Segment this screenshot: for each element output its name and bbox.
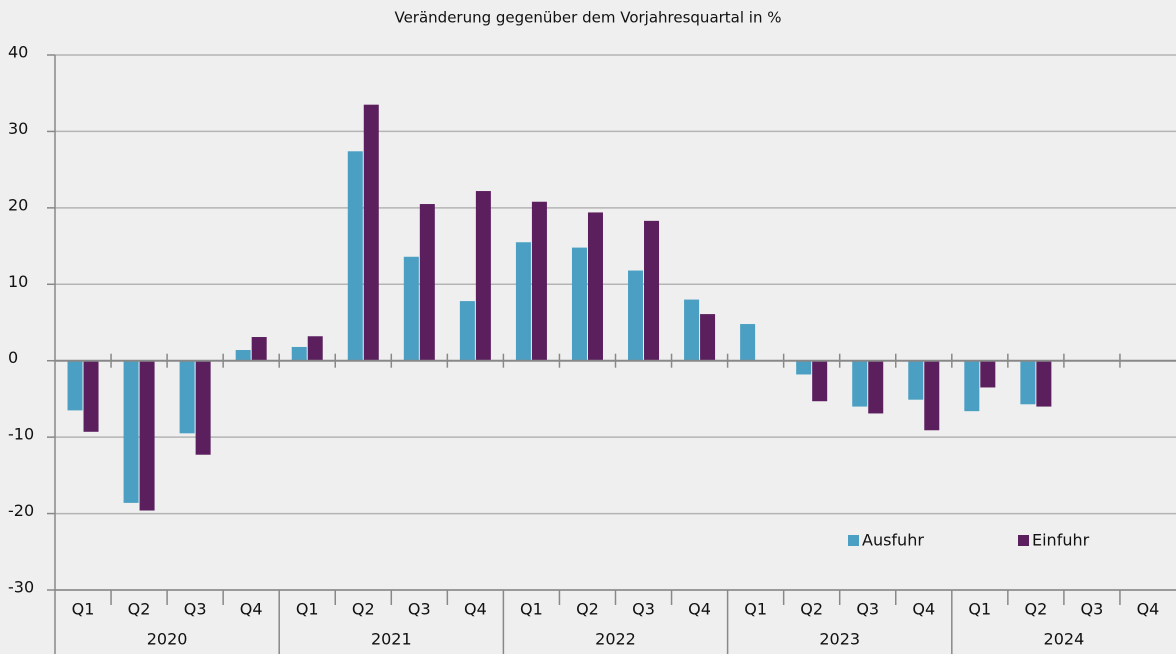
y-tick-label: 0 bbox=[8, 348, 18, 367]
bar bbox=[924, 360, 940, 431]
legend-label: Ausfuhr bbox=[862, 531, 924, 550]
x-tick-label: Q2 bbox=[352, 600, 375, 619]
bar bbox=[363, 104, 379, 361]
bar bbox=[796, 360, 812, 375]
bar bbox=[868, 360, 884, 414]
x-tick-label: Q4 bbox=[240, 600, 263, 619]
bar bbox=[628, 270, 644, 361]
bar bbox=[347, 151, 363, 361]
x-tick-label: Q2 bbox=[1024, 600, 1047, 619]
x-tick-label: Q4 bbox=[464, 600, 487, 619]
y-tick-label: 40 bbox=[8, 43, 28, 62]
bar bbox=[179, 360, 195, 434]
bar bbox=[139, 360, 155, 511]
x-tick-label: Q2 bbox=[128, 600, 151, 619]
y-tick-label: -20 bbox=[8, 501, 34, 520]
chart-title: Veränderung gegenüber dem Vorjahresquart… bbox=[394, 9, 781, 27]
bar bbox=[571, 247, 587, 361]
y-tick-label: 20 bbox=[8, 195, 28, 214]
bar bbox=[812, 360, 828, 402]
year-label: 2023 bbox=[819, 630, 860, 649]
year-label: 2022 bbox=[595, 630, 636, 649]
y-tick-label: 30 bbox=[8, 119, 28, 138]
legend-swatch bbox=[1018, 535, 1029, 546]
bar bbox=[700, 314, 716, 361]
y-tick-label: -30 bbox=[8, 578, 34, 597]
x-tick-label: Q3 bbox=[632, 600, 655, 619]
bar bbox=[235, 350, 251, 361]
bar bbox=[291, 346, 307, 361]
x-tick-label: Q1 bbox=[72, 600, 95, 619]
bar bbox=[587, 212, 603, 361]
x-tick-label: Q1 bbox=[968, 600, 991, 619]
bar bbox=[123, 360, 139, 503]
bar bbox=[1020, 360, 1036, 405]
bar bbox=[459, 301, 475, 361]
bar bbox=[980, 360, 996, 388]
legend-label: Einfuhr bbox=[1032, 531, 1090, 550]
x-tick-label: Q4 bbox=[1137, 600, 1160, 619]
x-tick-label: Q1 bbox=[520, 600, 543, 619]
bar bbox=[515, 242, 531, 361]
bar bbox=[403, 256, 419, 361]
bar bbox=[740, 324, 756, 361]
bar bbox=[908, 360, 924, 400]
legend-swatch bbox=[848, 535, 859, 546]
bar bbox=[852, 360, 868, 407]
x-tick-label: Q2 bbox=[576, 600, 599, 619]
x-tick-label: Q3 bbox=[856, 600, 879, 619]
y-tick-label: -10 bbox=[8, 425, 34, 444]
x-tick-label: Q3 bbox=[1081, 600, 1104, 619]
bar bbox=[67, 360, 83, 411]
x-tick-label: Q3 bbox=[408, 600, 431, 619]
bar bbox=[644, 220, 660, 361]
x-tick-label: Q4 bbox=[688, 600, 711, 619]
year-label: 2024 bbox=[1044, 630, 1085, 649]
x-tick-label: Q1 bbox=[744, 600, 767, 619]
x-tick-label: Q2 bbox=[800, 600, 823, 619]
year-label: 2020 bbox=[147, 630, 188, 649]
bar bbox=[964, 360, 980, 412]
bar bbox=[1036, 360, 1052, 407]
bar bbox=[531, 201, 547, 361]
bar bbox=[195, 360, 211, 455]
year-label: 2021 bbox=[371, 630, 412, 649]
bar bbox=[419, 204, 435, 361]
bar bbox=[475, 191, 491, 361]
x-tick-label: Q1 bbox=[296, 600, 319, 619]
bar bbox=[83, 360, 99, 432]
bar bbox=[251, 337, 267, 361]
y-tick-label: 10 bbox=[8, 272, 28, 291]
x-tick-label: Q3 bbox=[184, 600, 207, 619]
bar bbox=[307, 336, 323, 361]
x-tick-label: Q4 bbox=[912, 600, 935, 619]
bar bbox=[684, 299, 700, 361]
